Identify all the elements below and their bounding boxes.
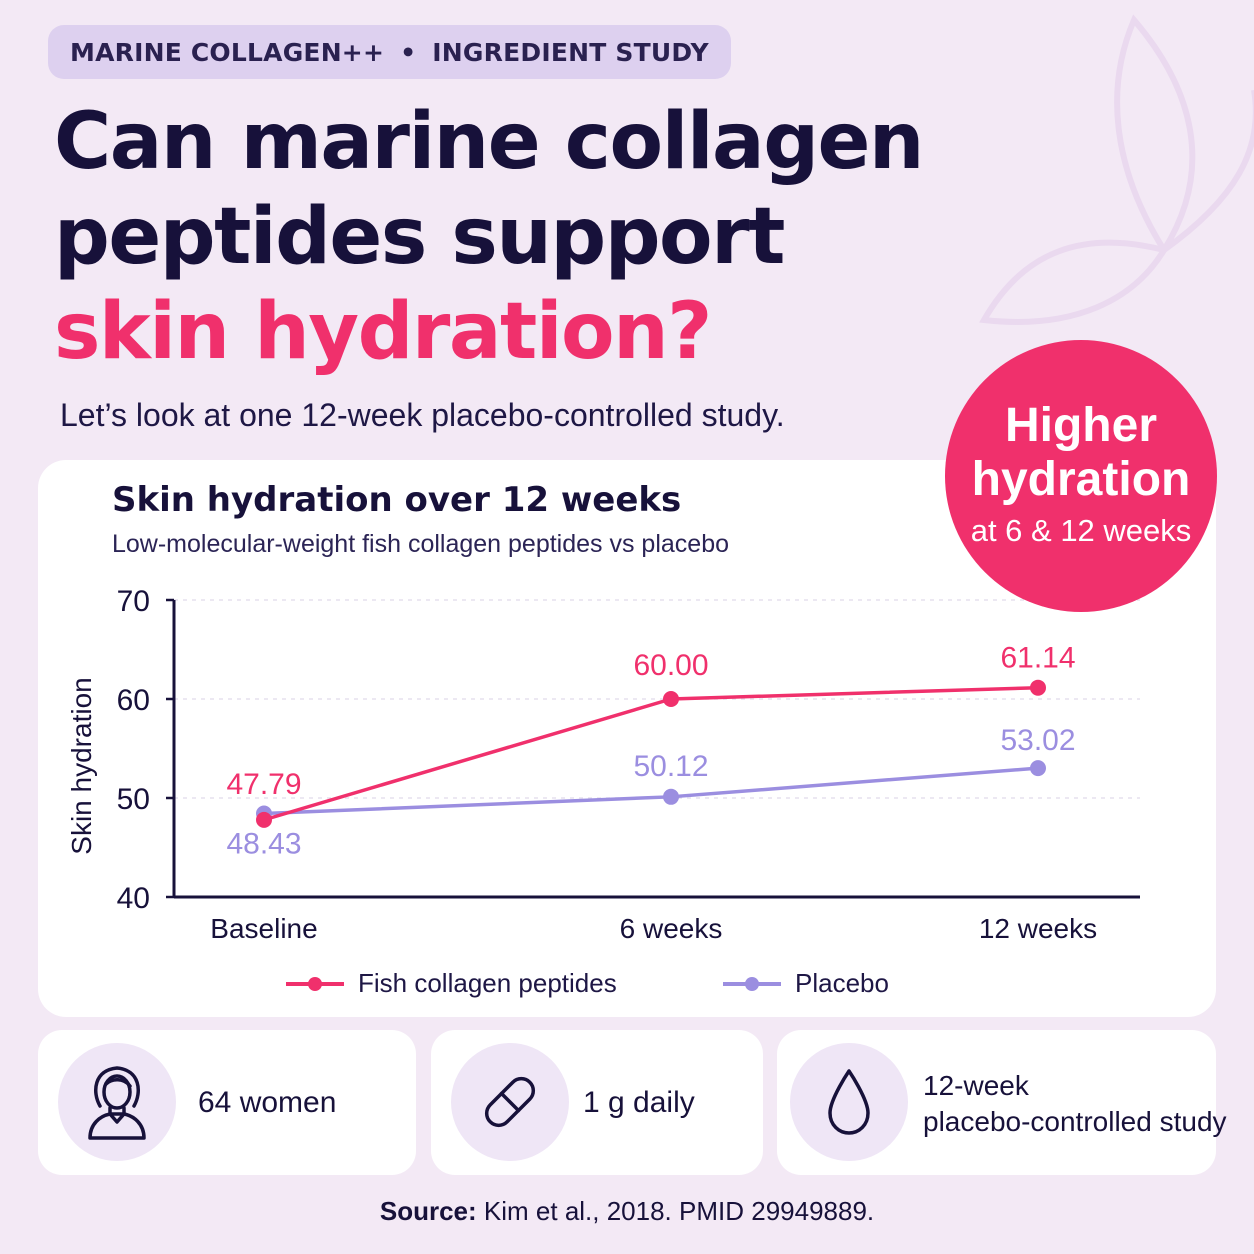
droplet-icon bbox=[790, 1043, 908, 1161]
badge-line-1: Higher bbox=[1004, 399, 1157, 452]
legend-item-collagen: Fish collagen peptides bbox=[286, 968, 617, 999]
series-0-point-1 bbox=[663, 691, 679, 707]
highlight-badge: Higher hydration at 6 & 12 weeks bbox=[945, 340, 1217, 612]
series-0-label-2: 61.14 bbox=[1000, 642, 1075, 675]
stat-card-duration: 12-week placebo-controlled study bbox=[777, 1030, 1227, 1175]
stat-participants-text: 64 women bbox=[198, 1085, 337, 1119]
headline-line-2: peptides support bbox=[54, 192, 785, 282]
y-tick-label-40: 40 bbox=[117, 882, 150, 915]
badge-line-2: hydration bbox=[971, 453, 1191, 506]
series-1-label-2: 53.02 bbox=[1000, 724, 1075, 757]
lede-text: Let’s look at one 12-week placebo-contro… bbox=[60, 397, 785, 433]
series-1-label-0: 48.43 bbox=[226, 828, 301, 861]
stat-dose-text: 1 g daily bbox=[583, 1085, 695, 1119]
series-1-label-1: 50.12 bbox=[633, 750, 708, 783]
series-1-point-2 bbox=[1030, 760, 1046, 777]
x-tick-label-2: 12 weeks bbox=[979, 913, 1097, 944]
source-citation: Source: Kim et al., 2018. PMID 29949889. bbox=[0, 1196, 1254, 1227]
source-text: Kim et al., 2018. PMID 29949889. bbox=[483, 1196, 875, 1226]
source-label: Source: bbox=[379, 1196, 477, 1226]
headline-accent: skin hydration? bbox=[54, 287, 712, 377]
x-tick-label-0: Baseline bbox=[210, 913, 317, 944]
tag-separator: • bbox=[400, 37, 417, 67]
stat-duration-line-1: 12-week bbox=[923, 1070, 1029, 1101]
series-1-point-1 bbox=[663, 788, 679, 805]
y-tick-label-60: 60 bbox=[117, 684, 150, 717]
series-0-label-0: 47.79 bbox=[226, 768, 301, 801]
series-0-point-0 bbox=[256, 811, 272, 828]
badge-line-3: at 6 & 12 weeks bbox=[970, 513, 1192, 548]
category-tag: MARINE COLLAGEN++ • INGREDIENT STUDY bbox=[48, 25, 731, 79]
series-0-point-2 bbox=[1030, 679, 1046, 696]
y-axis-label: Skin hydration bbox=[66, 677, 97, 855]
chart-subtitle: Low-molecular-weight fish collagen pepti… bbox=[112, 530, 730, 558]
y-tick-label-70: 70 bbox=[117, 585, 150, 618]
series-0-label-1: 60.00 bbox=[633, 649, 708, 682]
stat-card-participants: 64 women bbox=[38, 1030, 416, 1175]
woman-icon bbox=[58, 1043, 176, 1161]
legend-swatch-collagen bbox=[286, 976, 344, 991]
chart-title: Skin hydration over 12 weeks bbox=[112, 480, 682, 520]
legend-swatch-placebo bbox=[723, 976, 781, 991]
headline-line-1: Can marine collagen bbox=[54, 97, 924, 187]
legend-label-collagen: Fish collagen peptides bbox=[358, 968, 617, 998]
tag-left: MARINE COLLAGEN++ bbox=[70, 37, 385, 67]
stat-duration-text: 12-week placebo-controlled study bbox=[923, 1068, 1227, 1140]
stat-duration-line-2: placebo-controlled study bbox=[923, 1106, 1227, 1137]
legend-label-placebo: Placebo bbox=[795, 968, 889, 998]
tag-right: INGREDIENT STUDY bbox=[432, 37, 709, 67]
legend-item-placebo: Placebo bbox=[723, 968, 889, 999]
y-tick-label-50: 50 bbox=[117, 783, 150, 816]
capsule-icon bbox=[451, 1043, 569, 1161]
stat-card-dose: 1 g daily bbox=[431, 1030, 763, 1175]
x-tick-label-1: 6 weeks bbox=[620, 913, 723, 944]
headline: Can marine collagen peptides support ski… bbox=[54, 95, 994, 380]
